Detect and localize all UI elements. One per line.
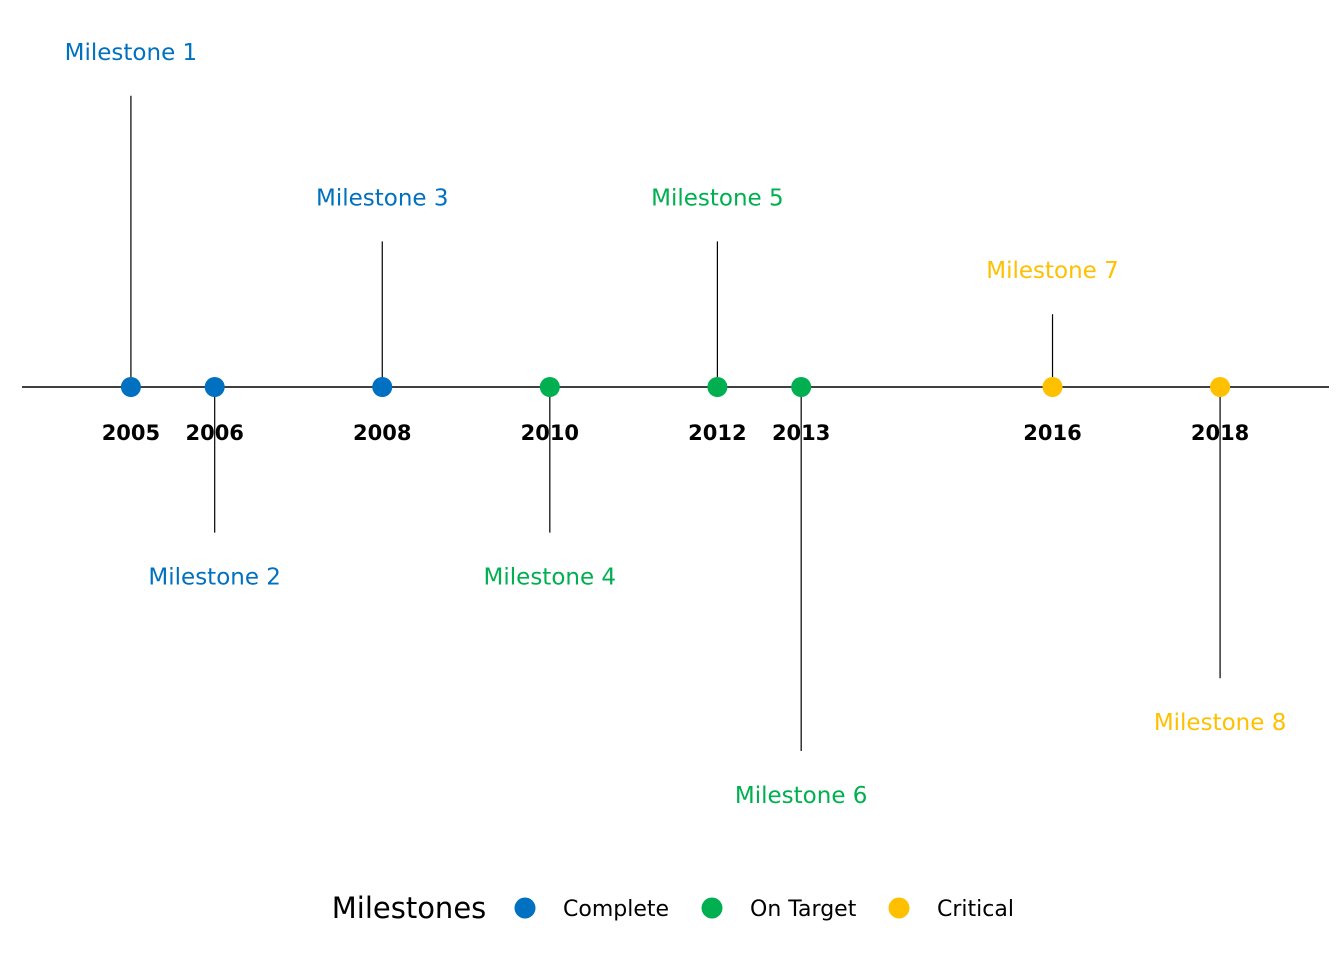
milestone-label: Milestone 3 bbox=[316, 185, 449, 211]
legend-item: Critical bbox=[888, 897, 1014, 922]
milestone-point bbox=[707, 377, 728, 397]
year-label: 2016 bbox=[1023, 421, 1081, 445]
legend-label: Critical bbox=[937, 897, 1014, 922]
legend-items: Complete On Target Critical bbox=[514, 897, 1014, 922]
legend-swatch bbox=[701, 897, 723, 919]
milestone-label: Milestone 5 bbox=[651, 185, 784, 211]
milestone-point bbox=[372, 377, 393, 397]
milestone-point bbox=[204, 377, 225, 397]
legend-label: Complete bbox=[563, 897, 669, 922]
milestone-point bbox=[120, 377, 141, 397]
legend-item: Complete bbox=[514, 897, 669, 922]
milestone-labels: Milestone 1 Milestone 2 Milestone 3 Milesto… bbox=[65, 40, 1287, 809]
year-label: 2006 bbox=[185, 421, 243, 445]
milestone-label: Milestone 8 bbox=[1154, 710, 1287, 736]
milestone-points bbox=[120, 377, 1231, 397]
legend-title: Milestones bbox=[332, 891, 487, 925]
legend-label: On Target bbox=[750, 897, 857, 922]
milestone-label: Milestone 6 bbox=[735, 783, 868, 809]
year-label: 2008 bbox=[353, 421, 411, 445]
legend-swatch bbox=[514, 897, 536, 919]
milestone-label: Milestone 4 bbox=[484, 565, 617, 591]
legend-item: On Target bbox=[701, 897, 857, 922]
year-labels: 2005 2006 2008 2010 2012 2013 2016 2018 bbox=[102, 421, 1250, 445]
milestone-point bbox=[791, 377, 812, 397]
year-label: 2018 bbox=[1191, 421, 1249, 445]
milestone-label: Milestone 2 bbox=[148, 565, 281, 591]
year-label: 2012 bbox=[688, 421, 746, 445]
milestone-label: Milestone 1 bbox=[65, 40, 198, 66]
year-label: 2013 bbox=[772, 421, 830, 445]
milestone-point bbox=[1210, 377, 1231, 397]
milestone-stems bbox=[130, 95, 1221, 751]
milestone-point bbox=[539, 377, 560, 397]
milestone-label: Milestone 7 bbox=[986, 258, 1119, 284]
milestone-point bbox=[1042, 377, 1063, 397]
year-label: 2010 bbox=[521, 421, 579, 445]
legend-swatch bbox=[888, 897, 910, 919]
year-label: 2005 bbox=[102, 421, 160, 445]
legend: Milestones Complete On Target Critical bbox=[332, 891, 1014, 925]
